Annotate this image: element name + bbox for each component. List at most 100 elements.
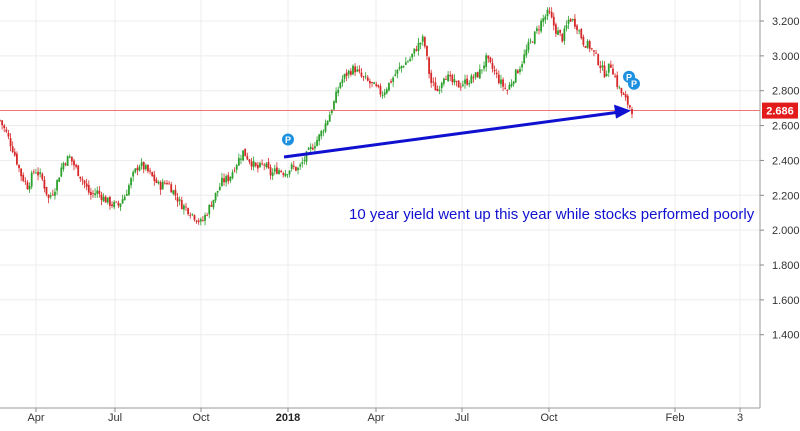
last-price-label: 2.686 <box>766 106 794 118</box>
candle-body <box>419 42 422 45</box>
candle-body <box>292 165 295 167</box>
candle-body <box>267 161 270 168</box>
candle-body <box>280 170 283 173</box>
candle-body <box>322 131 325 133</box>
candle-body <box>514 69 517 83</box>
candle-body <box>47 194 50 199</box>
candle-body <box>140 162 143 166</box>
candle-body <box>199 219 202 222</box>
candle-body <box>60 167 63 177</box>
candle-body <box>377 85 380 87</box>
candle-body <box>20 168 23 177</box>
candle-body <box>423 37 426 47</box>
candle-body <box>396 69 399 74</box>
candle-body <box>358 69 361 72</box>
candle-body <box>318 134 321 142</box>
candle-body <box>229 176 232 181</box>
candle-body <box>265 163 268 168</box>
annotation-text: 10 year yield went up this year while st… <box>349 206 755 223</box>
candle-body <box>356 69 359 72</box>
candle-body <box>324 123 327 132</box>
candle-body <box>51 194 54 196</box>
candle-body <box>307 148 310 150</box>
candle-body <box>388 82 390 91</box>
candle-body <box>271 172 274 176</box>
candle-body <box>347 70 350 75</box>
candle-body <box>39 172 42 175</box>
candle-body <box>288 170 291 175</box>
candle-body <box>462 84 464 86</box>
candle-body <box>259 162 261 168</box>
candle-body <box>309 146 312 150</box>
candle-body <box>109 196 111 206</box>
candle-body <box>45 186 48 195</box>
candle-body <box>75 164 77 167</box>
y-tick-label: 1.800 <box>772 260 800 272</box>
candle-body <box>185 206 187 208</box>
candle-body <box>457 80 460 88</box>
candlestick-series <box>0 7 633 226</box>
candle-body <box>622 93 625 95</box>
candle-body <box>472 77 475 79</box>
candle-body <box>557 30 559 35</box>
candle-body <box>525 49 528 56</box>
candle-body <box>16 153 18 165</box>
candle-body <box>607 63 610 73</box>
candle-body <box>506 90 509 91</box>
candle-body <box>371 81 373 83</box>
candle-body <box>102 196 105 202</box>
candle-body <box>128 185 130 195</box>
candle-body <box>590 48 593 50</box>
candle-body <box>599 65 602 69</box>
candle-body <box>398 67 401 69</box>
candle-body <box>489 57 492 63</box>
arrow-head <box>614 104 631 119</box>
candle-body <box>216 190 219 193</box>
candle-body <box>326 120 329 125</box>
candle-body <box>79 176 82 179</box>
candle-body <box>193 215 196 220</box>
candle-body <box>180 200 183 210</box>
candle-body <box>214 192 217 201</box>
candle-body <box>81 179 84 181</box>
candle-body <box>442 78 445 84</box>
candle-body <box>609 64 612 68</box>
candle-body <box>119 203 122 208</box>
event-marker-label: P <box>626 72 632 82</box>
candle-body <box>106 197 109 203</box>
candle-body <box>352 65 354 75</box>
candle-body <box>504 87 507 89</box>
candle-body <box>483 65 485 69</box>
candle-body <box>540 20 543 32</box>
candle-body <box>263 164 266 166</box>
candle-body <box>404 62 407 65</box>
candle-body <box>432 81 435 83</box>
candle-body <box>0 120 1 121</box>
candle-body <box>163 182 166 184</box>
candle-body <box>3 125 6 129</box>
candle-body <box>527 42 530 51</box>
candle-body <box>320 130 323 137</box>
candle-body <box>18 165 20 169</box>
candle-body <box>411 53 414 58</box>
candle-body <box>30 172 33 187</box>
candle-body <box>104 196 107 203</box>
candle-body <box>586 40 589 48</box>
candle-body <box>576 25 578 31</box>
candle-body <box>343 74 346 79</box>
candle-body <box>246 155 249 160</box>
candle-body <box>455 80 458 82</box>
candle-body <box>269 167 272 176</box>
candle-body <box>235 165 238 170</box>
candle-body <box>569 19 572 22</box>
candle-body <box>221 177 223 186</box>
candle-body <box>77 165 80 177</box>
candle-body <box>13 151 16 156</box>
candle-body <box>493 69 496 72</box>
y-tick-label: 1.400 <box>772 330 800 342</box>
y-tick-label: 2.400 <box>772 155 800 167</box>
candle-body <box>328 114 331 122</box>
candle-body <box>428 57 430 74</box>
candle-body <box>24 181 27 183</box>
